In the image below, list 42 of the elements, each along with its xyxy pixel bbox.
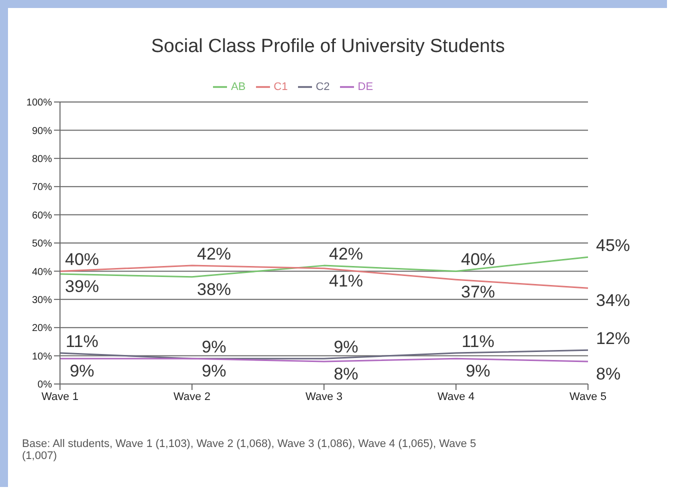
y-tick-label: 70% (32, 182, 52, 194)
data-label: 9% (466, 362, 490, 381)
data-label: 9% (334, 338, 358, 357)
data-label: 11% (66, 332, 98, 351)
legend-label: AB (230, 80, 246, 93)
data-label: 39% (64, 277, 100, 296)
y-tick-label: 80% (32, 154, 52, 165)
data-label: 9% (202, 362, 226, 381)
data-label: 11% (462, 332, 494, 351)
data-label: 12% (596, 329, 630, 348)
y-tick-label: 40% (32, 266, 52, 278)
x-tick-label: Wave 2 (174, 390, 210, 403)
data-label: 8% (334, 364, 358, 384)
data-label: 8% (596, 364, 621, 384)
x-tick-label: Wave 4 (438, 390, 474, 403)
data-label: 9% (70, 362, 94, 381)
legend-label: DE (358, 80, 374, 93)
y-tick-label: 20% (32, 323, 52, 334)
y-tick-label: 30% (32, 294, 52, 306)
y-tick-label: 100% (26, 98, 52, 109)
legend-label: C2 (316, 80, 330, 93)
text: Base: All students, Wave 1 (1,103), Wave 2 (1,068), Wave 3 (1,086), Wave 4 (1,065), Wave 5 (1,007) (22, 438, 478, 462)
data-label: 34% (596, 291, 630, 310)
y-tick-label: 0% (38, 380, 52, 391)
data-label: 45% (596, 236, 630, 256)
data-label: 40% (460, 250, 496, 270)
data-label: 42% (328, 244, 364, 264)
data-label: 9% (202, 338, 226, 357)
data-label: 41% (328, 271, 364, 290)
y-tick-label: 60% (32, 210, 52, 222)
legend-label: C1 (274, 80, 288, 93)
data-label: 37% (460, 282, 496, 302)
y-tick-label: 10% (32, 351, 52, 362)
y-tick-label: 50% (32, 238, 52, 250)
data-label: 40% (64, 250, 100, 270)
y-tick-label: 90% (32, 126, 52, 137)
x-tick-label: Wave 1 (42, 390, 78, 403)
chart-title: Social Class Profile of University Students (150, 36, 506, 58)
x-tick-label: Wave 5 (570, 390, 606, 403)
data-label: 38% (196, 280, 232, 299)
x-tick-label: Wave 3 (306, 390, 342, 403)
data-label: 42% (196, 244, 232, 264)
